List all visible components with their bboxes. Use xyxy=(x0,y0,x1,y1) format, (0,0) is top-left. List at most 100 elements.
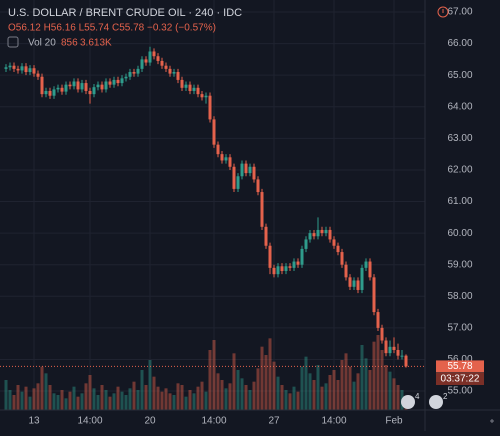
volume-bar xyxy=(352,381,356,410)
volume-bar xyxy=(292,386,296,410)
candle-body xyxy=(228,157,232,167)
badge-count: 4 xyxy=(415,392,420,401)
candle-body xyxy=(192,87,196,91)
candle-body xyxy=(224,157,228,161)
candle-body xyxy=(108,81,112,85)
candle-body xyxy=(64,84,68,92)
volume-bar xyxy=(88,375,92,410)
badge-icon[interactable] xyxy=(429,395,443,409)
axes: 55.00 56.00 57.00 58.00 59.00 60.00 61.00 62.00… xyxy=(28,7,484,427)
volume-bar xyxy=(160,391,164,410)
candle-body xyxy=(160,60,164,66)
volume-bar xyxy=(344,353,348,410)
volume-bar xyxy=(200,381,204,410)
volume-bar xyxy=(16,385,20,410)
candle-body xyxy=(348,277,352,287)
collapse-button[interactable] xyxy=(7,36,19,48)
candle-body xyxy=(344,264,348,278)
volume-bar xyxy=(48,385,52,410)
volume-bar xyxy=(60,390,64,410)
candle-body xyxy=(356,280,360,290)
candle-body xyxy=(208,95,212,120)
last-price-label: 55.78 xyxy=(447,361,472,372)
volume-bar xyxy=(324,383,328,410)
volume-bar xyxy=(236,370,240,410)
volume-bar xyxy=(284,390,288,410)
volume-bar xyxy=(388,371,392,410)
volume-bar xyxy=(216,373,220,410)
candle-body xyxy=(264,226,268,246)
candle-body xyxy=(216,144,220,155)
volume-bar xyxy=(44,373,48,410)
volume-bar xyxy=(232,353,236,410)
volume-bar xyxy=(168,393,172,410)
volume-bar xyxy=(184,396,188,410)
volume-bar xyxy=(260,346,264,410)
candle-body xyxy=(184,84,188,88)
candle-body xyxy=(112,79,116,85)
volume-bars xyxy=(4,335,408,410)
candle-body xyxy=(188,84,192,91)
y-tick-label: 67.00 xyxy=(447,7,472,18)
candle-body xyxy=(328,229,332,240)
candle-body xyxy=(248,166,252,174)
candle-body xyxy=(180,79,184,88)
volume-bar xyxy=(164,388,168,410)
volume-bar xyxy=(224,388,228,410)
alert-icon[interactable] xyxy=(437,6,449,18)
candle-body xyxy=(304,239,308,249)
candle-body xyxy=(400,355,404,357)
candle-body xyxy=(396,349,400,356)
candle-body xyxy=(256,179,260,193)
candle-body xyxy=(20,66,24,71)
candle-body xyxy=(172,72,176,74)
volume-bar xyxy=(244,385,248,410)
candle-body xyxy=(72,81,76,87)
volume-bar xyxy=(384,365,388,410)
volume-bar xyxy=(288,393,292,410)
candle-body xyxy=(76,81,80,90)
volume-bar xyxy=(28,396,32,410)
volume-bar xyxy=(152,376,156,410)
y-tick-label: 57.00 xyxy=(447,323,472,334)
volume-bar xyxy=(12,395,16,410)
volume-bar xyxy=(156,386,160,410)
candle-body xyxy=(236,176,240,189)
volume-bar xyxy=(320,386,324,410)
x-tick-label: 14:00 xyxy=(321,416,346,427)
volume-bar xyxy=(328,375,332,410)
candle-body xyxy=(124,76,128,79)
volume-bar xyxy=(312,380,316,410)
candle-body xyxy=(4,67,8,69)
candle-body xyxy=(376,312,380,328)
volume-bar xyxy=(368,370,372,410)
y-tick-label: 58.00 xyxy=(447,291,472,302)
candle-body xyxy=(292,261,296,268)
volume-bar xyxy=(144,385,148,410)
x-tick-label: Feb xyxy=(385,416,403,427)
candle-body xyxy=(272,267,276,275)
countdown-box xyxy=(436,373,484,385)
y-tick-label: 63.00 xyxy=(447,133,472,144)
candle-body xyxy=(288,266,292,268)
volume-bar xyxy=(8,390,12,410)
candle-body xyxy=(200,94,204,98)
candle-body xyxy=(296,261,300,265)
volume-bar xyxy=(340,360,344,410)
settings-icon[interactable] xyxy=(490,419,494,423)
candle-body xyxy=(232,166,236,189)
x-tick-label: 13 xyxy=(28,416,40,427)
candle-body xyxy=(32,68,36,74)
candle-body xyxy=(128,72,132,77)
candle-body xyxy=(132,72,136,74)
candle-body xyxy=(28,68,32,73)
candle-body xyxy=(116,79,120,84)
candle-body xyxy=(244,163,248,174)
badge-icon[interactable] xyxy=(401,395,415,409)
x-tick-label: 14:00 xyxy=(201,416,226,427)
candle-body xyxy=(152,51,156,57)
candle-body xyxy=(144,59,148,63)
candle-body xyxy=(104,81,108,90)
volume-bar xyxy=(72,386,76,410)
candle-body xyxy=(308,233,312,240)
